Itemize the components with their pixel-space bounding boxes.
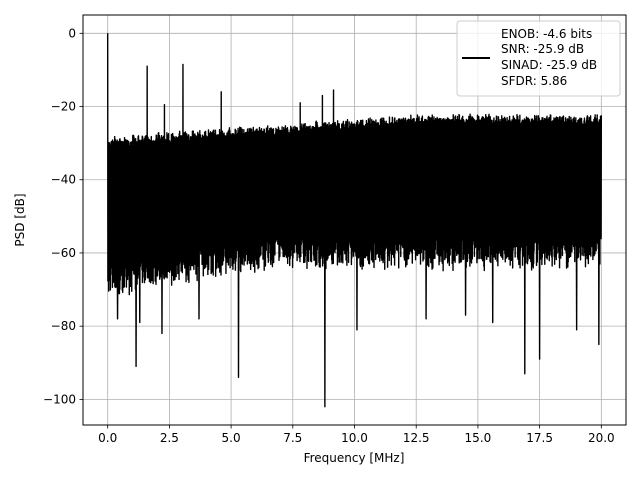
x-axis-ticks: 0.0 2.5 5.0 7.5 10.0 12.5 15.0 17.5 20.0 (98, 425, 615, 445)
y-tick-label: −60 (51, 246, 76, 260)
x-tick-label: 0.0 (98, 431, 117, 445)
x-tick-label: 12.5 (403, 431, 430, 445)
y-tick-label: −40 (51, 173, 76, 187)
legend: ENOB: -4.6 bits SNR: -25.9 dB SINAD: -25… (456, 20, 621, 97)
legend-line-3: SINAD: -25.9 dB (501, 58, 597, 72)
x-tick-label: 10.0 (341, 431, 368, 445)
x-tick-label: 15.0 (465, 431, 492, 445)
x-axis-label: Frequency [MHz] (304, 451, 405, 465)
legend-line-1: ENOB: -4.6 bits (501, 27, 592, 41)
x-tick-label: 5.0 (222, 431, 241, 445)
x-tick-label: 20.0 (588, 431, 615, 445)
y-axis-label: PSD [dB] (13, 193, 27, 246)
legend-line-2: SNR: -25.9 dB (501, 42, 584, 56)
x-tick-label: 7.5 (283, 431, 302, 445)
x-tick-label: 17.5 (526, 431, 553, 445)
y-tick-label: 0 (68, 26, 76, 40)
psd-series-line (106, 33, 603, 408)
y-tick-label: −20 (51, 100, 76, 114)
x-tick-label: 2.5 (160, 431, 179, 445)
y-tick-label: −100 (43, 392, 76, 406)
legend-line-4: SFDR: 5.86 (501, 74, 567, 88)
legend-box (456, 20, 621, 97)
y-axis-ticks: 0 −20 −40 −60 −80 −100 (43, 26, 83, 406)
y-tick-label: −80 (51, 319, 76, 333)
psd-trace (106, 33, 603, 408)
